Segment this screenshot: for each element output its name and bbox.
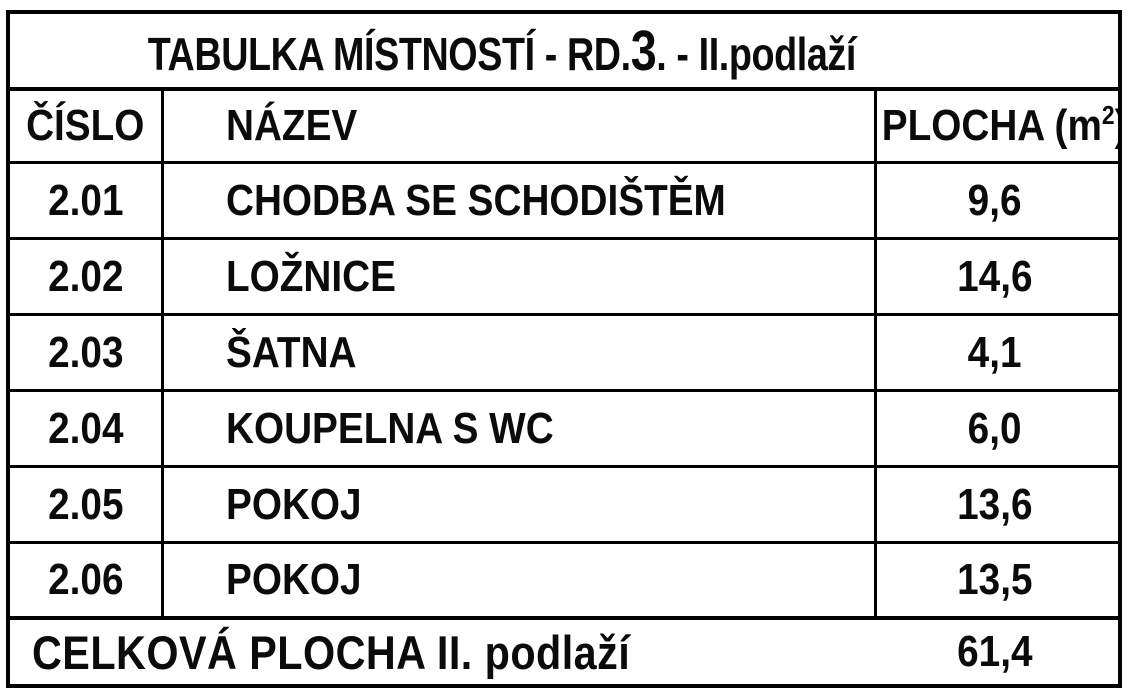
room-name: ŠATNA [164,316,877,389]
table-title-row: TABULKA MÍSTNOSTÍ - RD.3. - II.podlaží [10,14,1118,91]
room-number: 2.06 [10,544,164,616]
squared-superscript: 2 [1101,100,1115,130]
room-area: 13,5 [956,555,1033,604]
rooms-table: TABULKA MÍSTNOSTÍ - RD.3. - II.podlaží Č… [6,10,1122,688]
table-title: TABULKA MÍSTNOSTÍ - RD.3. - II.podlaží [147,18,857,84]
column-header-cislo: ČÍSLO [10,91,164,161]
total-label: CELKOVÁ PLOCHA II. podlaží [32,625,631,679]
room-name: POKOJ [164,544,877,616]
table-row: 2.05 POKOJ 13,6 [10,468,1118,544]
room-number: 2.03 [10,316,164,389]
room-area: 13,6 [956,479,1033,529]
table-row: 2.01 CHODBA SE SCHODIŠTĚM 9,6 [10,164,1118,240]
table-total-row: CELKOVÁ PLOCHA II. podlaží 61,4 [10,619,1118,684]
room-number: 2.04 [10,392,164,465]
table-header-row: ČÍSLO NÁZEV PLOCHA (m2) [10,91,1118,164]
room-number: 2.02 [10,240,164,313]
column-header-plocha: PLOCHA (m2) [881,100,1118,150]
room-name: LOŽNICE [164,240,877,313]
room-area: 14,6 [956,251,1033,301]
table-row: 2.03 ŠATNA 4,1 [10,316,1118,392]
room-number: 2.01 [10,164,164,237]
room-name: CHODBA SE SCHODIŠTĚM [164,164,877,237]
column-header-nazev: NÁZEV [164,91,877,161]
room-number: 2.05 [10,468,164,541]
room-area: 9,6 [967,175,1022,225]
room-name: KOUPELNA S WC [164,392,877,465]
table-row: 2.04 KOUPELNA S WC 6,0 [10,392,1118,468]
title-suffix: . - II.podlaží [656,27,857,80]
room-area: 4,1 [967,327,1022,377]
table-row: 2.02 LOŽNICE 14,6 [10,240,1118,316]
title-emphasis-number: 3 [630,18,657,83]
title-prefix: TABULKA MÍSTNOSTÍ - RD. [147,27,631,80]
table-row: 2.06 POKOJ 13,5 [10,544,1118,620]
room-name: POKOJ [164,468,877,541]
total-area-value: 61,4 [956,627,1033,676]
room-area: 6,0 [967,403,1022,453]
